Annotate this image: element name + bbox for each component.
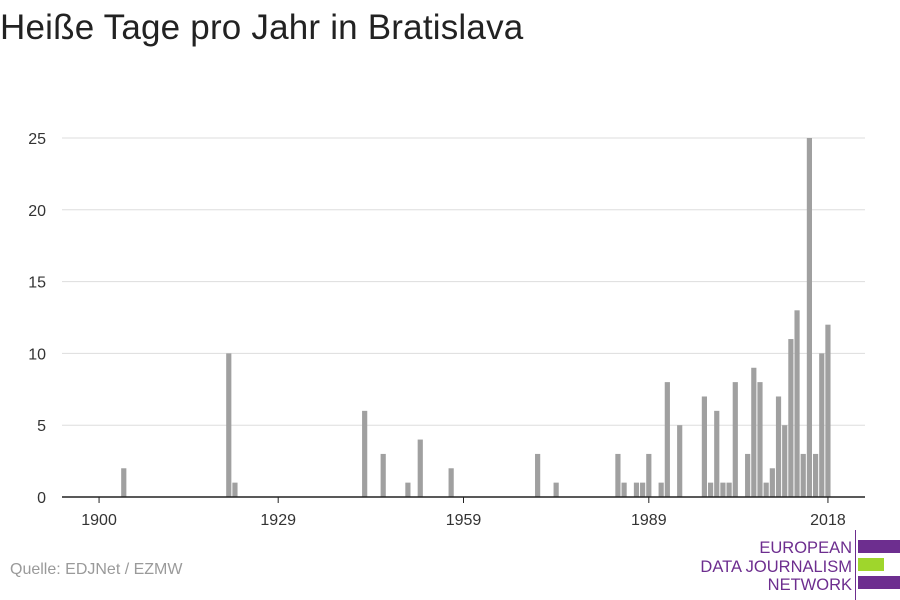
bar (658, 482, 664, 497)
bar (751, 367, 757, 497)
bar-chart: 0 5 10 15 20 25 1900 1929 1959 1989 2018 (28, 131, 865, 529)
bar (417, 439, 423, 497)
y-tick-label: 0 (37, 490, 46, 507)
bar (726, 482, 732, 497)
y-axis-ticks: 0 5 10 15 20 25 (28, 131, 46, 507)
x-tick-label: 1959 (446, 512, 482, 529)
y-tick-label: 10 (28, 346, 46, 363)
bar (825, 324, 831, 497)
bar (806, 138, 813, 497)
bar (448, 468, 454, 497)
bar (812, 453, 819, 497)
x-axis-ticks: 1900 1929 1959 1989 2018 (81, 497, 846, 529)
source-note: Quelle: EDJNet / EZMW (10, 561, 183, 578)
logo-bar-2 (858, 558, 884, 571)
bar (362, 410, 368, 497)
bar (794, 310, 800, 497)
bar (535, 453, 541, 497)
x-tick-label: 2018 (810, 512, 846, 529)
bar (745, 453, 751, 497)
logo-line-1: EUROPEAN (759, 539, 852, 557)
bar (405, 482, 411, 497)
bar (633, 482, 640, 497)
x-tick-label: 1929 (260, 512, 296, 529)
bar (232, 482, 238, 497)
y-tick-label: 5 (37, 418, 46, 435)
bar (775, 396, 782, 497)
logo-bar-1 (858, 540, 900, 553)
bar (732, 382, 738, 497)
chart-title: Heiße Tage pro Jahr in Bratislava (0, 8, 524, 47)
logo-bar-3 (858, 576, 900, 589)
bar (788, 339, 794, 497)
logo-mark (855, 530, 900, 600)
bar (707, 482, 714, 497)
bar (800, 453, 806, 497)
bar (763, 482, 769, 497)
bar (121, 468, 127, 497)
gridlines (62, 137, 865, 426)
bar (380, 453, 386, 497)
y-tick-label: 20 (28, 203, 46, 220)
bar (615, 453, 621, 497)
bar (646, 453, 652, 497)
edjnet-logo: EUROPEAN DATA JOURNALISM NETWORK (700, 539, 852, 595)
bar (701, 396, 707, 497)
bar (819, 353, 825, 497)
bar (553, 482, 559, 497)
bar (769, 468, 775, 497)
bar (757, 382, 763, 497)
logo-line-2: DATA JOURNALISM (700, 557, 852, 576)
bar (621, 482, 627, 497)
x-tick-label: 1989 (631, 512, 667, 529)
y-tick-label: 15 (28, 275, 46, 292)
bar (664, 382, 670, 497)
x-tick-label: 1900 (81, 512, 117, 529)
bars (121, 138, 831, 497)
bar (677, 425, 683, 497)
y-tick-label: 25 (28, 131, 46, 148)
bar (226, 353, 232, 497)
bar (720, 482, 726, 497)
bar (640, 482, 646, 497)
bar (714, 410, 720, 497)
logo-line-3: NETWORK (767, 576, 852, 594)
bar (782, 425, 788, 497)
